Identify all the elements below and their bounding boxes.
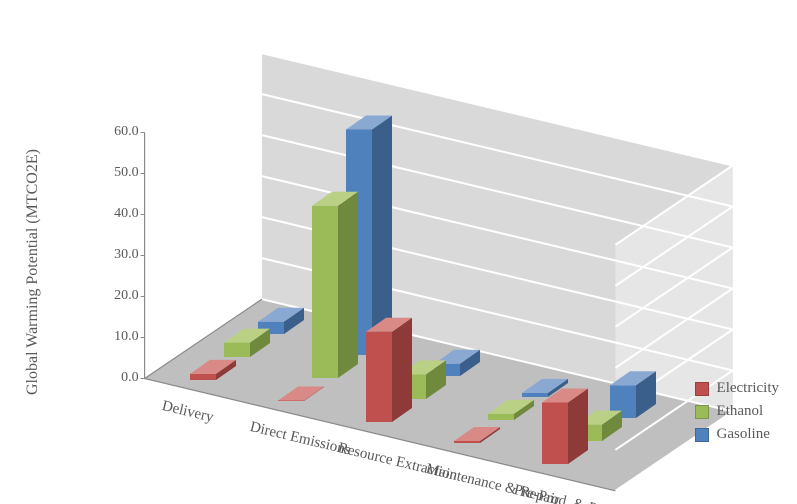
bar [488,400,534,420]
y-tick-label: 30.0 [101,247,139,263]
category-label: Pre-Prod. & Prod. [512,482,621,504]
bar [454,427,500,443]
legend-label: Electricity [717,380,779,397]
bar [522,379,568,397]
y-axis-title: Global Warming Potential (MTCO2E) [24,149,42,395]
plot-area: 0.010.020.030.040.050.060.0 DeliveryDire… [60,20,660,480]
legend-label: Gasoline [717,426,770,443]
y-tick-label: 60.0 [101,124,139,140]
legend: Electricity Ethanol Gasoline [695,374,779,449]
y-tick-label: 20.0 [101,288,139,304]
y-tick-label: 0.0 [101,370,139,386]
y-tick-label: 40.0 [101,206,139,222]
bar [366,318,412,422]
bar [224,329,270,357]
legend-swatch [695,405,709,419]
bar [346,116,392,356]
legend-item: Gasoline [695,426,779,443]
bar [576,411,622,441]
legend-swatch [695,428,709,442]
category-label: Delivery [160,398,215,427]
y-tick-label: 50.0 [101,165,139,181]
bar [190,360,236,380]
bar [542,389,588,465]
legend-swatch [695,382,709,396]
y-tick-label: 10.0 [101,329,139,345]
bar [258,308,304,334]
gwp-3d-bar-chart: 0.010.020.030.040.050.060.0 DeliveryDire… [0,0,797,504]
bar [278,387,324,402]
bar [610,371,656,418]
bar [434,350,480,376]
legend-label: Ethanol [717,403,764,420]
bar [312,192,358,378]
chart-walls [60,20,760,500]
legend-item: Ethanol [695,403,779,420]
bar [400,360,446,399]
legend-item: Electricity [695,380,779,397]
